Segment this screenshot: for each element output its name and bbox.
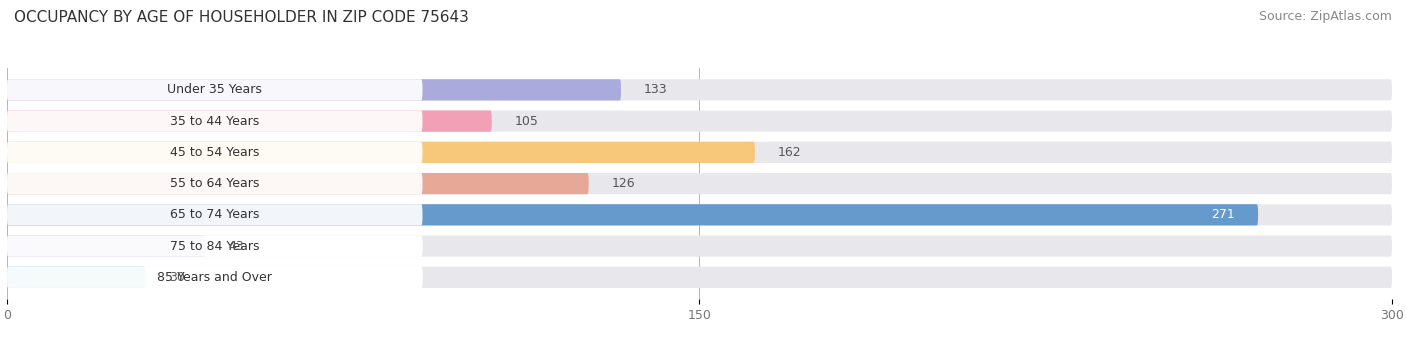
FancyBboxPatch shape xyxy=(7,204,422,225)
Text: 45 to 54 Years: 45 to 54 Years xyxy=(170,146,260,159)
Text: 55 to 64 Years: 55 to 64 Years xyxy=(170,177,260,190)
FancyBboxPatch shape xyxy=(7,79,621,101)
Text: 162: 162 xyxy=(778,146,801,159)
FancyBboxPatch shape xyxy=(7,173,422,194)
Text: Under 35 Years: Under 35 Years xyxy=(167,83,262,96)
FancyBboxPatch shape xyxy=(7,236,422,257)
FancyBboxPatch shape xyxy=(7,173,1392,194)
FancyBboxPatch shape xyxy=(7,142,422,163)
Text: 133: 133 xyxy=(644,83,668,96)
Text: 271: 271 xyxy=(1211,208,1234,221)
FancyBboxPatch shape xyxy=(7,204,1258,225)
FancyBboxPatch shape xyxy=(7,79,422,101)
Text: 75 to 84 Years: 75 to 84 Years xyxy=(170,240,260,253)
FancyBboxPatch shape xyxy=(7,142,422,163)
Text: 126: 126 xyxy=(612,177,636,190)
Text: 35 to 44 Years: 35 to 44 Years xyxy=(170,115,259,128)
FancyBboxPatch shape xyxy=(7,267,1392,288)
FancyBboxPatch shape xyxy=(7,267,422,288)
FancyBboxPatch shape xyxy=(7,142,755,163)
FancyBboxPatch shape xyxy=(7,173,422,194)
Text: 65 to 74 Years: 65 to 74 Years xyxy=(170,208,260,221)
Text: 30: 30 xyxy=(169,271,184,284)
FancyBboxPatch shape xyxy=(7,110,492,132)
FancyBboxPatch shape xyxy=(7,236,205,257)
FancyBboxPatch shape xyxy=(7,173,589,194)
FancyBboxPatch shape xyxy=(7,110,422,132)
FancyBboxPatch shape xyxy=(7,110,1392,132)
Text: 105: 105 xyxy=(515,115,538,128)
FancyBboxPatch shape xyxy=(7,236,422,257)
Text: 85 Years and Over: 85 Years and Over xyxy=(157,271,273,284)
Text: Source: ZipAtlas.com: Source: ZipAtlas.com xyxy=(1258,10,1392,23)
FancyBboxPatch shape xyxy=(7,204,1392,225)
Text: OCCUPANCY BY AGE OF HOUSEHOLDER IN ZIP CODE 75643: OCCUPANCY BY AGE OF HOUSEHOLDER IN ZIP C… xyxy=(14,10,470,25)
FancyBboxPatch shape xyxy=(7,236,1392,257)
FancyBboxPatch shape xyxy=(7,267,146,288)
FancyBboxPatch shape xyxy=(7,79,1392,101)
FancyBboxPatch shape xyxy=(7,79,422,101)
FancyBboxPatch shape xyxy=(7,110,422,132)
FancyBboxPatch shape xyxy=(7,204,422,225)
FancyBboxPatch shape xyxy=(7,267,422,288)
Text: 43: 43 xyxy=(229,240,245,253)
FancyBboxPatch shape xyxy=(7,142,1392,163)
